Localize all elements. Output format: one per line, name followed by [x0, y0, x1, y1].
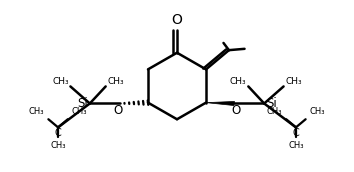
- Text: O: O: [113, 104, 122, 117]
- Text: CH₃: CH₃: [52, 77, 69, 86]
- Text: CH₃: CH₃: [309, 107, 325, 116]
- Text: CH₃: CH₃: [288, 141, 304, 149]
- Text: C: C: [292, 128, 299, 138]
- Text: CH₃: CH₃: [29, 107, 45, 116]
- Text: CH₃: CH₃: [108, 77, 124, 86]
- Polygon shape: [206, 101, 234, 106]
- Text: CH₃: CH₃: [50, 141, 66, 149]
- Text: CH₃: CH₃: [267, 107, 282, 116]
- Text: CH₃: CH₃: [285, 77, 302, 86]
- Text: O: O: [232, 104, 241, 117]
- Text: Si: Si: [266, 97, 277, 110]
- Text: C: C: [55, 128, 62, 138]
- Text: CH₃: CH₃: [72, 107, 87, 116]
- Text: CH₃: CH₃: [230, 77, 246, 86]
- Text: Si: Si: [77, 97, 88, 110]
- Text: O: O: [172, 13, 182, 27]
